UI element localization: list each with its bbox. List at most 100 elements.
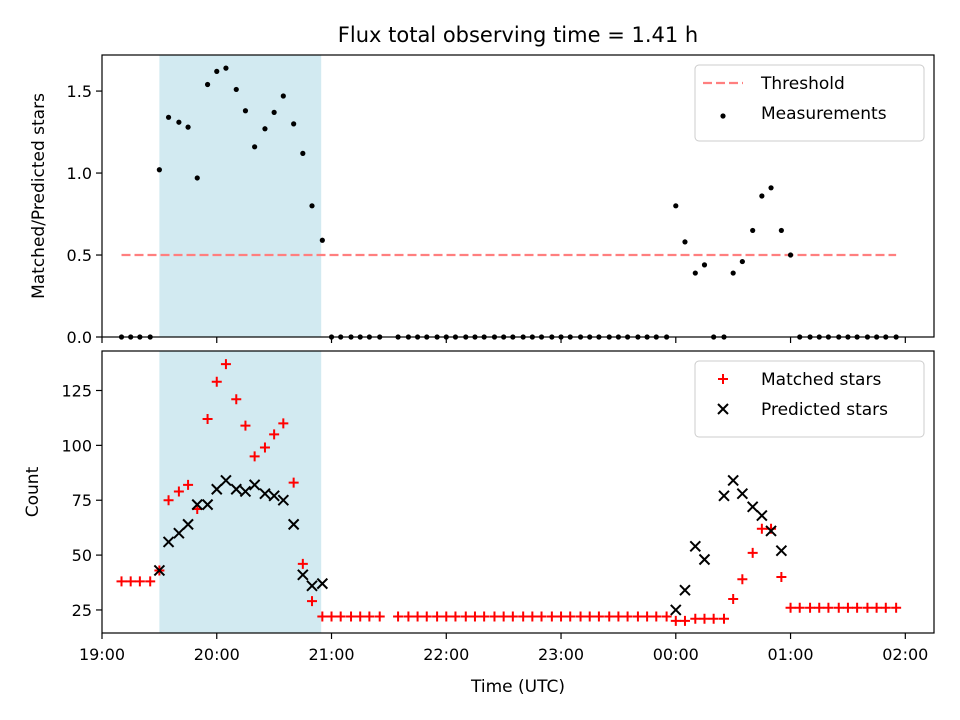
- data-point: [679, 584, 691, 596]
- x-tick-label: 00:00: [653, 645, 699, 664]
- data-point: [230, 483, 242, 495]
- y-axis-label-top: Matched/Predicted stars: [29, 93, 49, 299]
- data-point: [287, 518, 300, 531]
- data-point: [750, 227, 756, 234]
- data-point: [642, 611, 653, 622]
- data-point: [708, 613, 719, 624]
- data-point: [593, 611, 604, 622]
- data-point: [182, 518, 194, 531]
- data-point: [727, 474, 739, 487]
- data-point: [163, 495, 174, 506]
- data-point: [759, 193, 765, 199]
- data-point: [670, 604, 682, 616]
- legend: Matched stars Predicted stars: [694, 360, 925, 438]
- data-point: [259, 487, 271, 500]
- y-tick-label: 25: [72, 601, 92, 620]
- data-point: [355, 611, 366, 622]
- data-point: [421, 611, 432, 622]
- data-point: [651, 611, 662, 622]
- data-point: [775, 544, 788, 557]
- data-point: [747, 547, 758, 558]
- x-tick-label: 19:00: [79, 645, 125, 664]
- data-point: [739, 258, 745, 265]
- data-point: [814, 602, 825, 613]
- data-point: [280, 93, 286, 99]
- data-point: [718, 613, 729, 624]
- data-point: [297, 569, 309, 581]
- x-tick-label: 23:00: [538, 645, 584, 664]
- data-point: [191, 498, 203, 511]
- plot-frame: [101, 350, 935, 634]
- data-point: [223, 65, 229, 71]
- data-point: [765, 525, 777, 537]
- data-point: [632, 611, 643, 622]
- data-point: [718, 490, 730, 502]
- legend-swatch: [717, 403, 729, 415]
- series-matched-stars: [116, 359, 902, 626]
- data-point: [335, 611, 346, 622]
- data-point: [556, 611, 567, 622]
- data-point: [346, 611, 357, 622]
- data-point: [211, 376, 222, 387]
- data-point: [319, 237, 325, 243]
- data-point: [214, 68, 220, 74]
- data-point: [689, 540, 702, 553]
- data-point: [202, 414, 213, 425]
- data-point: [165, 114, 172, 120]
- data-point: [701, 262, 708, 268]
- data-point: [737, 574, 748, 585]
- data-point: [730, 270, 736, 276]
- y-tick-label: 100: [61, 436, 92, 455]
- data-point: [871, 602, 882, 613]
- data-point: [682, 239, 688, 245]
- data-point: [699, 613, 710, 624]
- plot-frame: [101, 54, 935, 338]
- data-point: [805, 602, 816, 613]
- data-point: [374, 611, 385, 622]
- x-tick-label: 21:00: [308, 645, 354, 664]
- data-point: [271, 109, 277, 115]
- data-point: [584, 611, 595, 622]
- x-tick-label: 01:00: [767, 645, 813, 664]
- data-point: [231, 394, 242, 405]
- data-point: [201, 498, 214, 511]
- data-point: [536, 611, 547, 622]
- data-point: [479, 611, 490, 622]
- data-point: [176, 119, 182, 125]
- legend-label: Measurements: [761, 104, 887, 124]
- data-point: [489, 611, 500, 622]
- data-point: [317, 611, 328, 622]
- data-point: [728, 593, 739, 604]
- y-tick-label: 1.5: [67, 82, 92, 101]
- data-point: [690, 613, 701, 624]
- legend-swatch: [720, 113, 726, 119]
- data-point: [249, 451, 260, 462]
- data-point: [297, 558, 308, 569]
- data-point: [604, 611, 615, 622]
- y-axis-label-bottom: Count: [23, 466, 43, 517]
- top-panel: 0.0 0.5 1.0 1.5 Threshold Measurements: [67, 54, 935, 347]
- data-point: [393, 611, 404, 622]
- data-point: [288, 477, 299, 488]
- data-point: [527, 611, 538, 622]
- data-point: [679, 615, 690, 626]
- data-point: [673, 203, 679, 209]
- data-point: [403, 611, 414, 622]
- data-point: [277, 494, 290, 506]
- data-point: [364, 611, 375, 622]
- data-point: [518, 611, 529, 622]
- y-tick-label: 125: [61, 382, 92, 401]
- data-point: [756, 509, 768, 522]
- data-point: [776, 572, 787, 583]
- data-point: [460, 611, 471, 622]
- data-point: [862, 602, 873, 613]
- bottom-panel: 25 50 75 100 125 19:00 20:00 21:00 22:00 23:00 00:…: [61, 350, 935, 664]
- data-point: [162, 536, 175, 548]
- data-point: [268, 490, 280, 502]
- data-point: [692, 270, 698, 276]
- y-tick-label: 0.0: [67, 328, 92, 347]
- x-tick-label: 22:00: [423, 645, 469, 664]
- data-point: [306, 580, 318, 592]
- data-point: [194, 175, 200, 181]
